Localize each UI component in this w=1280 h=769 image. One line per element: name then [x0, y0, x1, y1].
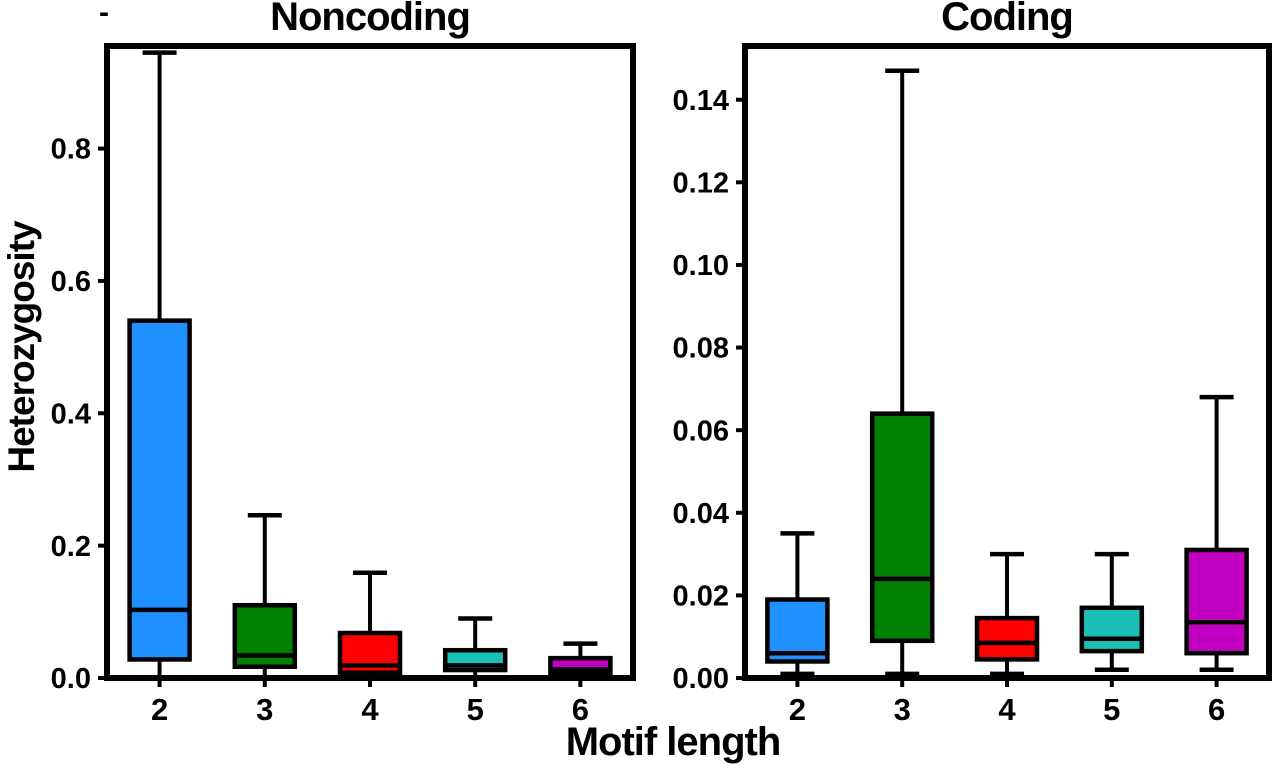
- x-tick-label: 3: [894, 692, 911, 727]
- box-group-3: [869, 68, 935, 677]
- x-tick-label: 2: [789, 692, 806, 727]
- stray-dash-mark: -: [99, 0, 109, 29]
- x-tick-label: 6: [1208, 692, 1225, 727]
- y-tick-label: 0.04: [673, 498, 729, 530]
- x-tick-label: 6: [572, 692, 589, 727]
- y-tick-label: 0.00: [673, 663, 729, 695]
- y-tick-label: 0.12: [673, 167, 729, 199]
- axes-frame: [742, 43, 1272, 681]
- box-group-5: [1079, 551, 1145, 672]
- y-tick-label: 0.06: [673, 415, 729, 447]
- x-tick-label: 4: [998, 692, 1016, 727]
- box-group-5: [442, 616, 508, 681]
- x-tick-label: 3: [256, 692, 273, 727]
- box-group-4: [337, 570, 403, 681]
- coding-panel-title: Coding: [941, 0, 1074, 39]
- y-tick-label: 0.2: [51, 531, 91, 563]
- panel-coding: 0.00 0.02 0.04 0.06 0.08 0.10 0.12 0.14 2 3 4 5 6: [673, 43, 1272, 727]
- x-tick-label: 5: [1103, 692, 1120, 727]
- box-group-2: [127, 50, 192, 681]
- y-tick-label: 0.08: [673, 333, 729, 365]
- y-tick-label: 0.8: [51, 134, 91, 166]
- box-group-4: [974, 551, 1040, 677]
- y-tick-label: 0.02: [673, 581, 729, 613]
- y-tick-label: 0.6: [51, 266, 91, 298]
- box-group-2: [765, 531, 830, 677]
- noncoding-panel-title: Noncoding: [270, 0, 471, 39]
- y-tick-label: 0.14: [673, 85, 729, 117]
- y-tick-label: 0.0: [51, 663, 91, 695]
- x-axis-label: Motif length: [565, 720, 782, 764]
- box-group-6: [548, 641, 613, 681]
- y-tick-label: 0.4: [51, 398, 91, 430]
- iqr-box: [869, 411, 935, 644]
- y-tick-label: 0.10: [673, 250, 729, 282]
- iqr-box: [974, 615, 1040, 662]
- iqr-box: [1079, 605, 1145, 654]
- box-group-6: [1184, 394, 1249, 672]
- iqr-box: [127, 318, 192, 662]
- x-tick-label: 4: [361, 692, 379, 727]
- axes-frame: [104, 43, 636, 681]
- iqr-box: [1184, 547, 1249, 656]
- box-group-3: [232, 512, 298, 681]
- x-tick-label: 5: [467, 692, 484, 727]
- panel-noncoding: 0.0 0.2 0.4 0.6 0.8 2 3 4 5 6: [51, 43, 636, 727]
- x-tick-label: 2: [151, 692, 168, 727]
